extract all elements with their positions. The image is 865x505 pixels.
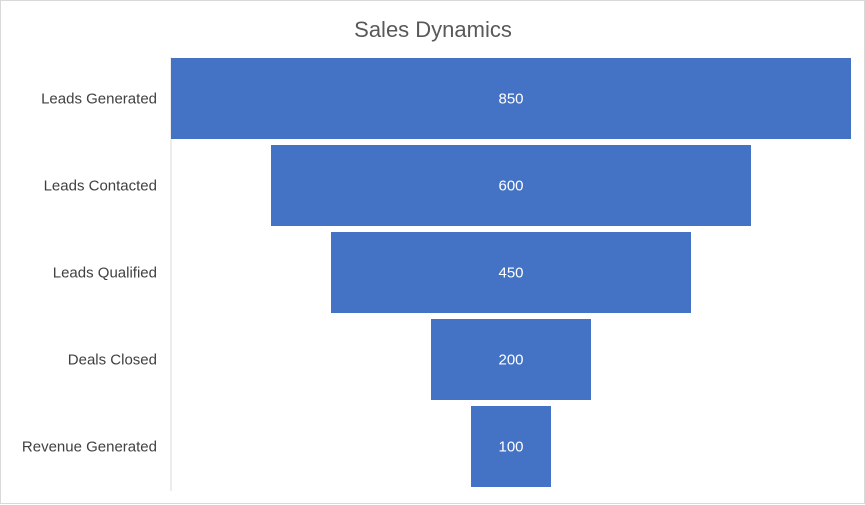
category-label-4: Revenue Generated [22,439,157,456]
funnel-bars [171,58,851,487]
data-label-4: 100 [498,439,523,456]
data-label-3: 200 [498,352,523,369]
data-label-2: 450 [498,265,523,282]
category-label-2: Leads Qualified [53,265,157,282]
data-label-1: 600 [498,178,523,195]
chart-title: Sales Dynamics [354,17,512,42]
data-labels: 850 600 450 200 100 [498,91,523,456]
category-label-3: Deals Closed [68,352,157,369]
funnel-bar-3 [431,319,591,400]
funnel-bar-4 [471,406,551,487]
funnel-bar-2 [331,232,691,313]
data-label-0: 850 [498,91,523,108]
category-label-1: Leads Contacted [44,178,157,195]
funnel-bar-0 [171,58,851,139]
category-labels: Leads Generated Leads Contacted Leads Qual… [22,91,157,456]
funnel-bar-1 [271,145,751,226]
category-label-0: Leads Generated [41,91,157,108]
